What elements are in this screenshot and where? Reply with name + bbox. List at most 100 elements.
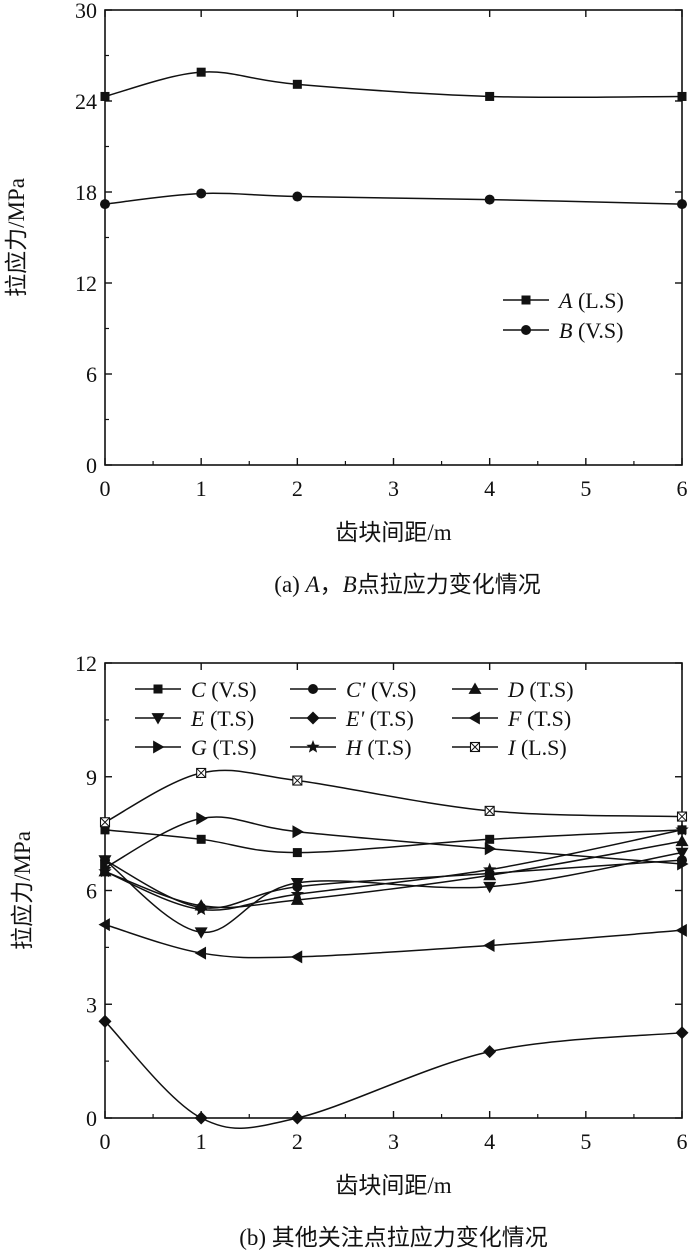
data-point (292, 825, 304, 839)
data-point (194, 1111, 208, 1125)
legend-marker (308, 684, 318, 694)
legend-series-suffix: (L.S) (515, 735, 566, 760)
data-point (292, 79, 302, 89)
legend-series-name: D (507, 677, 524, 702)
x-tick-label: 0 (100, 1129, 111, 1154)
legend-series-suffix: (T.S) (521, 706, 571, 731)
legend-entry: D (T.S) (452, 677, 574, 702)
legend-series-name: B (559, 318, 572, 343)
data-point (292, 848, 302, 858)
y-tick-label: 12 (75, 271, 97, 296)
data-point (194, 902, 208, 916)
legend-series-name: F (507, 706, 522, 731)
legend-series-name: I (507, 735, 517, 760)
x-axis-label: 齿块间距/m (335, 520, 451, 545)
caption-part: 点拉应力变化情况 (357, 572, 541, 597)
plot-frame (104, 662, 683, 1119)
x-tick-label: 3 (388, 476, 399, 501)
legend-label: B (V.S) (559, 318, 623, 343)
legend-label: D (T.S) (507, 677, 574, 702)
legend-label: A (L.S) (557, 288, 624, 313)
series-line (104, 192, 683, 205)
data-point (675, 822, 689, 836)
legend-entry: C' (V.S) (290, 677, 416, 702)
legend-entry: E' (T.S) (290, 706, 414, 731)
plot-frame (104, 9, 683, 466)
y-tick-label: 12 (75, 651, 97, 676)
data-point (677, 91, 687, 101)
y-tick-label: 6 (86, 362, 97, 387)
legend-marker (521, 325, 531, 335)
x-tick-label: 0 (100, 476, 111, 501)
legend-entry: B (V.S) (503, 318, 623, 343)
legend-series-suffix: (T.S) (207, 735, 257, 760)
data-point (100, 91, 110, 101)
series-line (104, 923, 683, 959)
data-point-cross (292, 775, 303, 786)
legend-entry: H (T.S) (290, 735, 412, 760)
data-point (675, 1026, 689, 1040)
x-tick-label: 5 (580, 476, 591, 501)
data-point (483, 1045, 497, 1059)
data-point (100, 825, 110, 835)
data-point (677, 199, 687, 210)
x-tick-label: 6 (677, 476, 688, 501)
legend-label: C' (V.S) (346, 677, 416, 702)
legend-series-suffix: (T.S) (364, 706, 414, 731)
data-point (98, 864, 112, 878)
legend-marker (153, 684, 163, 694)
y-tick-label: 6 (86, 879, 97, 904)
legend-series-name: H (345, 735, 363, 760)
x-tick-label: 6 (677, 1129, 688, 1154)
x-axis-label: 齿块间距/m (335, 1173, 451, 1198)
legend-series-suffix: (L.S) (572, 288, 623, 313)
data-point (290, 878, 304, 890)
series-line (104, 1020, 683, 1130)
data-point (196, 67, 206, 77)
data-point-cross (677, 811, 687, 822)
data-point (484, 194, 495, 205)
data-point-cross (100, 817, 110, 828)
legend-marker (151, 713, 165, 725)
data-point (290, 893, 304, 905)
series-line (104, 840, 683, 909)
data-point (290, 1111, 304, 1125)
series-line (104, 851, 683, 933)
legend-entry: I (L.S) (452, 735, 567, 760)
series-line (104, 71, 683, 99)
y-axis-label: 拉应力/MPa (10, 831, 35, 950)
legend-series-name: C' (346, 677, 366, 702)
data-point (484, 842, 497, 856)
legend-label: G (T.S) (191, 735, 257, 760)
y-tick-label: 0 (86, 453, 97, 478)
x-tick-label: 1 (196, 1129, 207, 1154)
data-point (292, 191, 303, 202)
x-tick-label: 4 (484, 1129, 495, 1154)
data-point (485, 91, 495, 101)
caption-part: A (304, 572, 321, 597)
y-tick-label: 3 (86, 992, 97, 1017)
legend-entry: C (V.S) (135, 677, 257, 702)
legend-series-name: E (190, 706, 205, 731)
data-point (100, 199, 110, 210)
legend-series-suffix: (T.S) (204, 706, 254, 731)
data-point (483, 862, 497, 876)
data-point (485, 834, 495, 844)
legend-marker (468, 682, 482, 694)
legend-marker-cross (470, 742, 480, 752)
legend-label: H (T.S) (345, 735, 412, 760)
data-point (98, 918, 110, 932)
data-point (483, 868, 497, 881)
legend-label: E' (T.S) (345, 706, 414, 731)
y-axis-label: 拉应力/MPa (4, 178, 29, 297)
x-tick-label: 1 (196, 476, 207, 501)
data-point (196, 811, 208, 825)
data-point (675, 847, 689, 860)
caption-part: ， (320, 572, 343, 597)
legend-series-suffix: (T.S) (524, 677, 574, 702)
figure-caption: (a) A，B点拉应力变化情况 (274, 572, 540, 597)
x-tick-label: 2 (292, 476, 303, 501)
